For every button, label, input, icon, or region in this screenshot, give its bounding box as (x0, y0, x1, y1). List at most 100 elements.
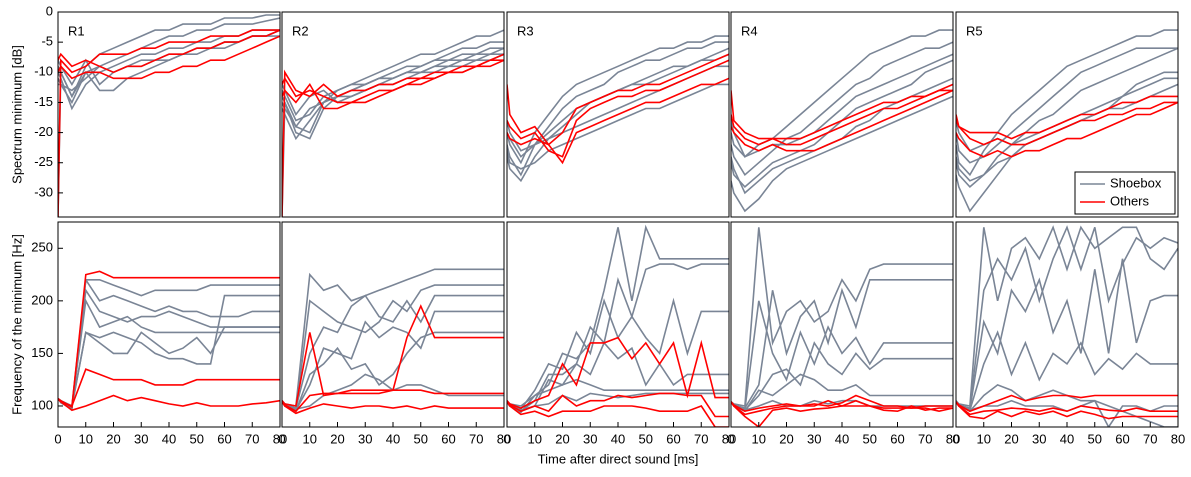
data-line (507, 59, 729, 158)
y-tick-label: -25 (34, 154, 53, 169)
panel (58, 12, 280, 217)
data-line (731, 83, 953, 140)
panel-frame (955, 11, 1179, 218)
x-tick-label: 0 (727, 431, 734, 446)
data-line (58, 394, 280, 412)
x-tick-label: 70 (469, 431, 483, 446)
data-line (956, 383, 1178, 427)
data-line (58, 368, 280, 408)
x-tick-label: 60 (1115, 431, 1129, 446)
x-tick-label: 40 (386, 431, 400, 446)
panel-label: R1 (68, 23, 85, 38)
data-line (731, 89, 953, 152)
data-line (731, 300, 953, 411)
legend-label: Shoebox (1110, 175, 1162, 190)
x-axis-label: Time after direct sound [ms] (538, 451, 699, 466)
y-tick-label: -5 (41, 34, 53, 49)
data-line (282, 53, 504, 141)
data-line (282, 389, 504, 413)
y-axis-label: Frequency of the minimum [Hz] (9, 234, 24, 415)
x-tick-label: 40 (1060, 431, 1074, 446)
x-tick-label: 30 (1032, 431, 1046, 446)
data-line (58, 288, 280, 411)
x-tick-label: 50 (863, 431, 877, 446)
panel-label: R3 (517, 23, 534, 38)
x-tick-label: 20 (779, 431, 793, 446)
x-tick-label: 0 (278, 431, 285, 446)
data-line (282, 47, 504, 129)
data-line (956, 101, 1178, 158)
data-line (282, 59, 504, 110)
data-line (731, 95, 953, 213)
x-tick-label: 10 (977, 431, 991, 446)
data-line (58, 29, 280, 217)
x-tick-label: 50 (639, 431, 653, 446)
data-line (731, 341, 953, 412)
x-tick-label: 70 (694, 431, 708, 446)
x-tick-label: 30 (358, 431, 372, 446)
legend-box (1074, 171, 1176, 215)
data-line (507, 41, 729, 177)
data-line (282, 53, 504, 217)
panel-frame (730, 11, 954, 218)
data-line (282, 401, 504, 415)
x-tick-label: 0 (54, 431, 61, 446)
data-line (507, 336, 729, 409)
y-tick-label: -10 (34, 64, 53, 79)
panel (731, 12, 953, 217)
x-tick-label: 80 (497, 431, 511, 446)
x-tick-label: 70 (1143, 431, 1157, 446)
x-tick-label: 50 (414, 431, 428, 446)
data-line (282, 373, 504, 410)
data-line (956, 95, 1178, 140)
data-line (956, 29, 1178, 177)
data-line (731, 399, 953, 416)
data-line (58, 298, 280, 408)
x-tick-label: 20 (1004, 431, 1018, 446)
data-line (58, 35, 280, 80)
x-tick-label: 60 (217, 431, 231, 446)
panel-frame (57, 11, 281, 218)
x-tick-label: 60 (890, 431, 904, 446)
x-tick-label: 40 (162, 431, 176, 446)
x-tick-label: 10 (528, 431, 542, 446)
data-line (58, 270, 280, 409)
data-line (956, 47, 1178, 189)
x-tick-label: 30 (583, 431, 597, 446)
panel-label: R4 (741, 23, 758, 38)
data-line (731, 399, 953, 427)
legend-label: Others (1110, 193, 1150, 208)
data-line (956, 47, 1178, 164)
panel (58, 222, 280, 427)
x-tick-label: 30 (807, 431, 821, 446)
y-tick-label: 150 (31, 345, 53, 360)
data-line (58, 294, 280, 409)
data-line (282, 294, 504, 410)
x-tick-label: 70 (245, 431, 259, 446)
x-tick-label: 40 (835, 431, 849, 446)
data-line (507, 297, 729, 411)
data-line (731, 373, 953, 413)
data-line (507, 392, 729, 418)
data-line (507, 378, 729, 414)
panel (956, 222, 1178, 427)
x-tick-label: 60 (441, 431, 455, 446)
x-tick-label: 40 (611, 431, 625, 446)
panel-frame (281, 11, 505, 218)
data-line (282, 41, 504, 140)
data-line (507, 77, 729, 165)
data-line (731, 89, 953, 146)
x-tick-label: 30 (134, 431, 148, 446)
x-tick-label: 50 (190, 431, 204, 446)
y-tick-label: 0 (46, 3, 53, 18)
data-line (956, 401, 1178, 416)
x-tick-label: 80 (946, 431, 960, 446)
data-line (956, 225, 1178, 410)
data-line (956, 225, 1178, 407)
data-line (282, 310, 504, 412)
y-tick-label: -30 (34, 184, 53, 199)
data-line (731, 227, 953, 407)
x-tick-label: 0 (952, 431, 959, 446)
data-line (507, 53, 729, 146)
